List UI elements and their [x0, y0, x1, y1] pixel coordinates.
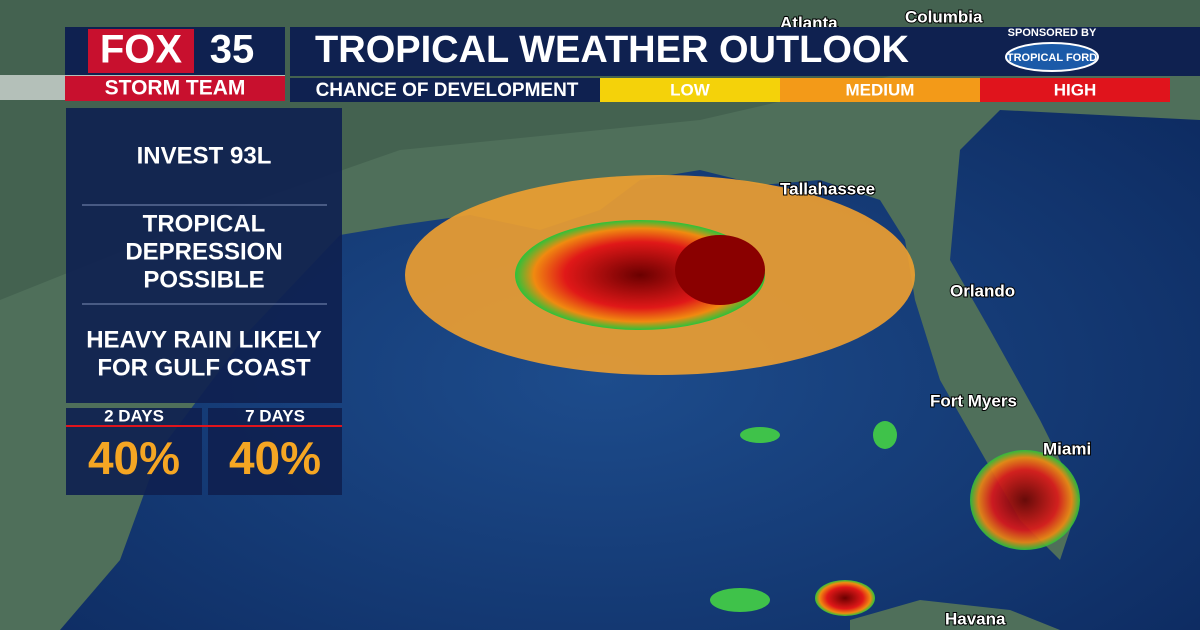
city-label: Tallahassee	[780, 179, 875, 198]
odds-period: 2 DAYS	[104, 406, 164, 425]
logo-team: STORM TEAM	[105, 77, 246, 100]
rain-cell	[740, 427, 780, 443]
city-label: Fort Myers	[930, 391, 1017, 410]
legend-title-box	[290, 78, 600, 102]
legend-medium	[780, 78, 980, 102]
outlook-line: TROPICAL	[143, 210, 266, 237]
logo-channel: 35	[210, 28, 255, 72]
sponsor-label: SPONSORED BY	[1008, 27, 1097, 39]
rain-cell	[873, 421, 897, 449]
outlook-line: DEPRESSION	[125, 238, 282, 265]
outlook-line: POSSIBLE	[143, 266, 264, 293]
legend-level: HIGH	[1054, 80, 1097, 99]
rain-cell	[815, 580, 875, 616]
title: TROPICAL WEATHER OUTLOOK	[315, 29, 909, 71]
legend-level: LOW	[670, 80, 711, 99]
rain-core	[675, 235, 765, 305]
rain-cell	[970, 450, 1080, 550]
odds-period: 7 DAYS	[245, 406, 305, 425]
info-panel	[66, 108, 342, 403]
odds-chance: 40%	[229, 432, 321, 484]
odds-box	[66, 408, 202, 495]
legend-title: CHANCE OF DEVELOPMENT	[316, 80, 579, 101]
legend-high	[980, 78, 1170, 102]
legend-low	[600, 78, 780, 102]
sponsor-logo	[1005, 42, 1099, 72]
logo-network: FOX	[100, 28, 183, 72]
impact-line: FOR GULF COAST	[97, 354, 311, 381]
impact-line: HEAVY RAIN LIKELY	[86, 326, 322, 353]
odds-chance: 40%	[88, 432, 180, 484]
logo-fox-box	[88, 29, 194, 73]
sponsor-name: TROPICAL FORD	[1007, 52, 1097, 64]
logo-team-box	[65, 76, 285, 101]
storm-name: INVEST 93L	[137, 142, 272, 169]
rain-cell	[710, 588, 770, 612]
city-label: Havana	[945, 609, 1006, 628]
city-label: Miami	[1043, 439, 1091, 458]
city-label: Orlando	[950, 281, 1015, 300]
cuba	[850, 600, 1060, 630]
legend-level: MEDIUM	[846, 80, 915, 99]
city-label: Columbia	[905, 7, 983, 26]
odds-box	[208, 408, 342, 495]
